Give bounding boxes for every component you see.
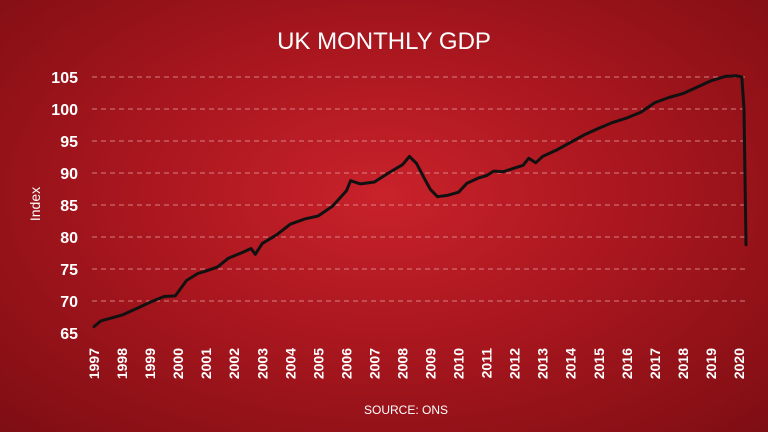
y-tick-label: 70 — [60, 294, 78, 311]
grid-lines — [92, 76, 745, 302]
x-tick-label: 1999 — [142, 348, 158, 379]
x-tick-label: 2011 — [479, 348, 495, 379]
x-tick-label: 2000 — [170, 348, 186, 379]
x-tick-label: 2017 — [647, 348, 663, 379]
y-tick-label: 80 — [60, 230, 78, 247]
y-tick-label: 105 — [51, 70, 78, 87]
x-tick-label: 2007 — [366, 348, 382, 379]
x-tick-label: 2006 — [338, 348, 354, 379]
x-tick-label: 2019 — [703, 348, 719, 379]
x-tick-label: 2005 — [310, 348, 326, 379]
y-tick-label: 100 — [51, 102, 78, 119]
x-tick-label: 2020 — [731, 348, 747, 379]
x-tick-label: 2003 — [254, 348, 270, 379]
y-tick-label: 65 — [60, 326, 78, 343]
x-tick-label: 2014 — [563, 348, 579, 379]
y-tick-label: 90 — [60, 166, 78, 183]
x-tick-label: 2013 — [535, 348, 551, 379]
x-tick-label: 2012 — [507, 348, 523, 379]
y-tick-label: 75 — [60, 262, 78, 279]
y-axis-label: Index — [27, 187, 43, 221]
x-tick-label: 2015 — [591, 348, 607, 379]
source-note: SOURCE: ONS — [364, 403, 448, 417]
chart-title: UK MONTHLY GDP — [277, 28, 491, 55]
x-tick-label: 2010 — [451, 348, 467, 379]
x-tick-label: 1998 — [114, 348, 130, 379]
x-tick-label: 2016 — [619, 348, 635, 379]
x-tick-label: 2001 — [198, 348, 214, 379]
x-axis-ticks: 1997 1998 1999 2000 2001 2002 2003 2004 2005 2006… — [86, 348, 747, 379]
x-tick-label: 2004 — [282, 348, 298, 379]
y-axis-ticks: 65 70 75 80 85 90 95 100 105 — [51, 70, 78, 343]
y-tick-label: 95 — [60, 134, 78, 151]
x-tick-label: 2009 — [423, 348, 439, 379]
x-tick-label: 2008 — [394, 348, 410, 379]
x-tick-label: 2002 — [226, 348, 242, 379]
x-tick-label: 1997 — [86, 348, 102, 379]
y-tick-label: 85 — [60, 198, 78, 215]
gdp-series-line — [92, 74, 748, 329]
x-tick-label: 2018 — [675, 348, 691, 379]
